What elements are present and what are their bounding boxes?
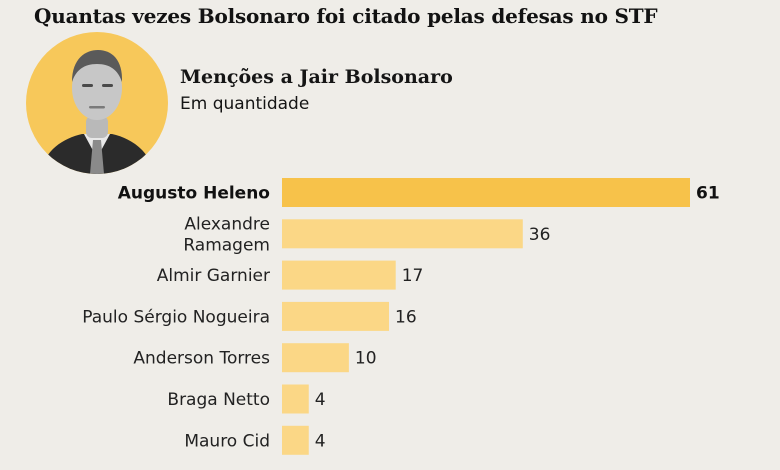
category-label-line: Almir Garnier: [157, 266, 270, 286]
category-label-line: Augusto Heleno: [118, 184, 270, 204]
category-label: Braga Netto: [167, 390, 270, 410]
category-label-line: Paulo Sérgio Nogueira: [82, 307, 270, 327]
bar: [282, 301, 390, 331]
category-label-line: Mauro Cid: [184, 431, 270, 451]
portrait-illustration: [40, 50, 154, 174]
category-label: Augusto Heleno: [118, 184, 270, 204]
category-label: Mauro Cid: [184, 431, 270, 451]
bar: [282, 425, 309, 455]
chart-unit: Em quantidade: [180, 94, 310, 114]
category-label-line: Anderson Torres: [133, 349, 270, 369]
category-label-line: Alexandre: [184, 214, 270, 234]
category-label: Paulo Sérgio Nogueira: [82, 307, 270, 327]
bar: [282, 260, 396, 290]
category-label: Almir Garnier: [157, 266, 270, 286]
bar: [282, 384, 309, 414]
headline: Quantas vezes Bolsonaro foi citado pelas…: [34, 4, 658, 28]
bolsonaro-portrait: [26, 32, 168, 174]
value-label: 16: [395, 307, 417, 327]
value-label: 10: [355, 349, 377, 369]
category-label-line: Braga Netto: [167, 390, 270, 410]
value-label: 61: [696, 184, 720, 204]
chart-subtitle: Menções a Jair Bolsonaro: [180, 66, 453, 88]
bar: [282, 219, 523, 249]
category-label-line: Ramagem: [183, 235, 270, 255]
value-label: 36: [529, 225, 551, 245]
category-label: Anderson Torres: [133, 349, 270, 369]
value-label: 17: [402, 266, 424, 286]
category-label: Alexandre Ramagem: [183, 214, 270, 255]
value-label: 4: [315, 431, 326, 451]
value-label: 4: [315, 390, 326, 410]
bar: [282, 178, 690, 207]
bar: [282, 343, 349, 373]
